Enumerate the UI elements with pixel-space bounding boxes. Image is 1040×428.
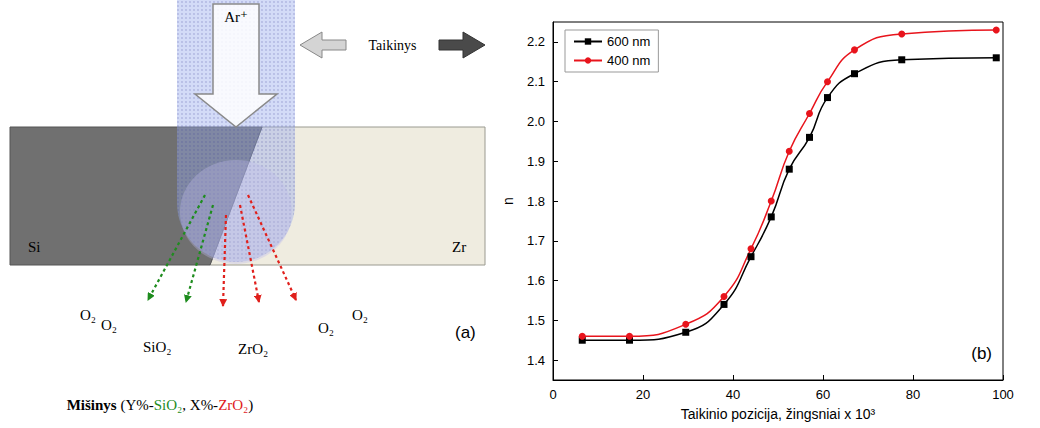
svg-text:1.4: 1.4 [527, 353, 545, 368]
svg-text:1.8: 1.8 [527, 194, 545, 209]
svg-text:600 nm: 600 nm [607, 34, 650, 49]
svg-text:Taikinys: Taikinys [368, 38, 416, 53]
svg-text:n: n [500, 197, 516, 205]
svg-text:O₂: O₂ [80, 307, 96, 323]
svg-text:O₂: O₂ [352, 307, 368, 323]
svg-text:40: 40 [726, 387, 740, 402]
svg-text:Taikinio pozicija, žingsniai x: Taikinio pozicija, žingsniai x 10³ [681, 406, 876, 422]
svg-text:1.9: 1.9 [527, 154, 545, 169]
svg-text:1.7: 1.7 [527, 233, 545, 248]
svg-text:2.1: 2.1 [527, 74, 545, 89]
svg-text:1.5: 1.5 [527, 313, 545, 328]
svg-text:80: 80 [906, 387, 920, 402]
svg-text:100: 100 [992, 387, 1014, 402]
svg-text:0: 0 [549, 387, 556, 402]
svg-text:O₂: O₂ [318, 320, 334, 336]
svg-text:Ar⁺: Ar⁺ [224, 9, 248, 25]
svg-text:ZrO₂: ZrO₂ [238, 341, 268, 357]
svg-text:2.2: 2.2 [527, 34, 545, 49]
svg-text:SiO₂: SiO₂ [143, 339, 172, 355]
svg-text:20: 20 [636, 387, 650, 402]
svg-text:Mišinys (Y%-SiO₂, X%-ZrO₂): Mišinys (Y%-SiO₂, X%-ZrO₂) [67, 397, 254, 414]
svg-text:1.6: 1.6 [527, 273, 545, 288]
svg-text:(a): (a) [455, 323, 476, 342]
svg-text:(b): (b) [971, 344, 992, 363]
svg-text:O₂: O₂ [101, 317, 117, 333]
svg-text:Zr: Zr [452, 239, 466, 255]
svg-text:Si: Si [28, 239, 41, 255]
svg-text:2.0: 2.0 [527, 114, 545, 129]
svg-text:400 nm: 400 nm [607, 53, 650, 68]
svg-text:60: 60 [816, 387, 830, 402]
